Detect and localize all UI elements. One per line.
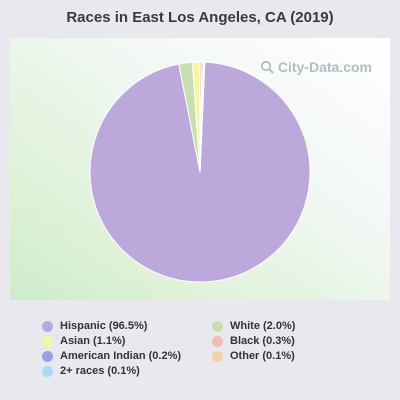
legend-label: Asian (1.1%) bbox=[60, 335, 126, 347]
legend-label: American Indian (0.2%) bbox=[60, 350, 182, 362]
legend-item-asian: Asian (1.1%) bbox=[42, 335, 125, 347]
legend-swatch bbox=[42, 350, 53, 362]
legend-swatch bbox=[212, 350, 223, 362]
pie-slice-2-races bbox=[199, 61, 206, 173]
legend-swatch bbox=[42, 320, 53, 332]
plot-area: City-Data.com bbox=[10, 38, 390, 300]
chart-title: Races in East Los Angeles, CA (2019) bbox=[66, 9, 334, 26]
legend-item-two-plus-races: 2+ races (0.1%) bbox=[42, 365, 140, 377]
legend-item-other: Other (0.1%) bbox=[212, 350, 295, 362]
legend-swatch bbox=[212, 335, 223, 347]
watermark-text: City-Data.com bbox=[277, 59, 372, 75]
pie-chart bbox=[89, 61, 311, 283]
legend-label: White (2.0%) bbox=[230, 320, 296, 332]
magnifier-icon bbox=[260, 60, 274, 74]
legend-swatch bbox=[42, 335, 53, 347]
legend-label: Other (0.1%) bbox=[230, 350, 295, 362]
legend-item-black: Black (0.3%) bbox=[212, 335, 295, 347]
legend-swatch bbox=[212, 320, 223, 332]
legend-item-white: White (2.0%) bbox=[212, 320, 295, 332]
legend-label: Hispanic (96.5%) bbox=[60, 320, 148, 332]
legend-item-american-indian: American Indian (0.2%) bbox=[42, 350, 181, 362]
legend-label: 2+ races (0.1%) bbox=[60, 365, 140, 377]
legend-item-hispanic: Hispanic (96.5%) bbox=[42, 320, 147, 332]
watermark: City-Data.com bbox=[260, 59, 372, 75]
legend-label: Black (0.3%) bbox=[230, 335, 295, 347]
legend: Hispanic (96.5%) Asian (1.1%) American I… bbox=[42, 320, 362, 384]
legend-swatch bbox=[42, 365, 53, 377]
